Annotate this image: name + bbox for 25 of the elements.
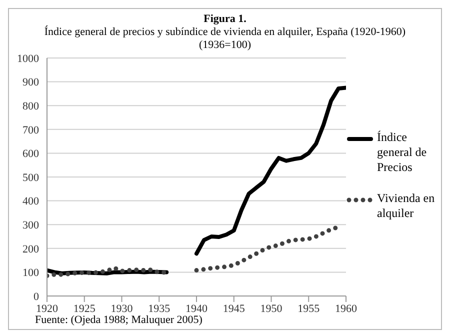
- legend-label: Índice general de Precios: [377, 130, 428, 174]
- y-tick-label: 700: [22, 124, 40, 136]
- x-tick-label: 1960: [335, 302, 358, 315]
- y-tick-label: 500: [22, 172, 40, 184]
- x-tick-label: 1940: [186, 302, 208, 315]
- chart-subtitle: Índice general de precios y subíndice de vivienda en alquiler, España (1920-1960) (1936=100): [43, 26, 407, 52]
- source-note: Fuente: (Ojeda 1988; Maluquer 2005): [35, 314, 202, 326]
- y-tick-label: 400: [22, 196, 40, 208]
- x-tick-label: 1950: [260, 302, 283, 315]
- y-tick-label: 200: [22, 243, 40, 256]
- x-tick-label: 1930: [110, 302, 134, 315]
- y-tick-label: 800: [22, 100, 40, 113]
- x-tick-label: 1955: [298, 302, 320, 315]
- y-tick-label: 300: [22, 220, 40, 232]
- x-tick-label: 1935: [148, 302, 171, 315]
- y-tick-label: 100: [22, 267, 40, 280]
- y-tick-label: 600: [22, 148, 40, 160]
- y-tick-label: 0: [34, 290, 40, 303]
- x-tick-label: 1945: [222, 302, 246, 315]
- x-tick-label: 1920: [36, 302, 58, 315]
- legend-label: Vivienda en alquiler: [377, 190, 436, 220]
- x-tick-label: 1925: [73, 302, 96, 315]
- chart-title: Figura 1.: [202, 13, 248, 26]
- y-tick-label: 900: [22, 76, 40, 89]
- y-tick-label: 1000: [17, 52, 40, 65]
